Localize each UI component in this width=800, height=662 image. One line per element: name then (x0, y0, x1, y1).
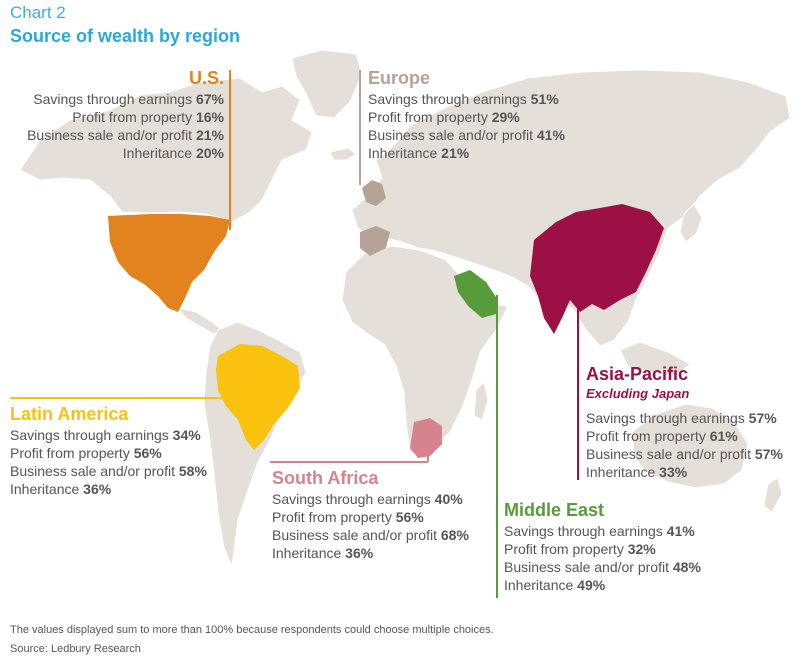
sea-islands (619, 341, 691, 377)
latin-america-row-savings: Savings through earnings 34% (10, 427, 201, 443)
greenland (291, 49, 363, 119)
uk-region (362, 180, 386, 206)
europe-row-inheritance: Inheritance 21% (368, 145, 470, 161)
australia (631, 403, 749, 489)
iceland (329, 147, 357, 161)
chart-title: Source of wealth by region (10, 26, 241, 46)
us-row-inheritance: Inheritance 20% (122, 145, 224, 161)
asia-pacific-row-property: Profit from property 61% (586, 428, 738, 444)
latin-america-row-inheritance: Inheritance 36% (10, 481, 112, 497)
middle-east-block: Middle East Savings through earnings 41%… (504, 498, 701, 594)
south-africa-row-property: Profit from property 56% (272, 509, 424, 525)
central-america (176, 307, 223, 335)
asia-pacific-block: Asia-Pacific Excluding Japan Savings thr… (586, 362, 783, 481)
south-africa-region (410, 418, 442, 458)
japan (679, 203, 703, 243)
us-row-property: Profit from property 16% (72, 109, 224, 125)
asia-pacific-row-savings: Savings through earnings 57% (586, 410, 777, 426)
land-masses (19, 49, 791, 568)
middle-east-row-business: Business sale and/or profit 48% (504, 559, 701, 575)
iberia-region (360, 226, 390, 256)
chart-number: Chart 2 (10, 3, 66, 22)
asia-pacific-name: Asia-Pacific (586, 364, 689, 384)
us-name: U.S. (188, 68, 224, 88)
middle-east-row-property: Profit from property 32% (504, 541, 656, 557)
leader-lines (10, 70, 579, 598)
source-line: Source: Ledbury Research (10, 643, 141, 655)
north-america-north (19, 77, 313, 223)
south-africa-block: South Africa Savings through earnings 40… (272, 466, 469, 562)
asia-pacific-row-inheritance: Inheritance 33% (586, 464, 688, 480)
latin-america-row-business: Business sale and/or profit 58% (10, 463, 207, 479)
europe-name: Europe (368, 68, 431, 88)
middle-east-name: Middle East (504, 500, 605, 520)
eurasia (351, 69, 791, 347)
asia-pacific-region (530, 204, 664, 334)
south-africa-row-business: Business sale and/or profit 68% (272, 527, 469, 543)
europe-block: Europe Savings through earnings 51% Prof… (368, 66, 565, 162)
middle-east-row-inheritance: Inheritance 49% (504, 577, 606, 593)
asia-pacific-row-business: Business sale and/or profit 57% (586, 446, 783, 462)
latin-america-region (216, 344, 300, 450)
us-block: U.S. Savings through earnings 67% Profit… (27, 66, 224, 162)
latin-america-row-property: Profit from property 56% (10, 445, 162, 461)
europe-row-business: Business sale and/or profit 41% (368, 127, 565, 143)
middle-east-region (454, 270, 498, 318)
us-region (108, 214, 230, 312)
south-africa-row-savings: Savings through earnings 40% (272, 491, 463, 507)
latin-america-block: Latin America Savings through earnings 3… (10, 402, 207, 498)
asia-pacific-subtitle: Excluding Japan (586, 386, 690, 401)
us-row-savings: Savings through earnings 67% (33, 91, 224, 107)
latin-america-name: Latin America (10, 404, 129, 424)
us-row-business: Business sale and/or profit 21% (27, 127, 224, 143)
madagascar (473, 381, 489, 421)
middle-east-row-savings: Savings through earnings 41% (504, 523, 695, 539)
europe-row-savings: Savings through earnings 51% (368, 91, 559, 107)
south-africa-row-inheritance: Inheritance 36% (272, 545, 374, 561)
new-zealand (763, 477, 783, 513)
europe-row-property: Profit from property 29% (368, 109, 520, 125)
south-africa-name: South Africa (272, 468, 379, 488)
footnote: The values displayed sum to more than 10… (10, 624, 494, 636)
